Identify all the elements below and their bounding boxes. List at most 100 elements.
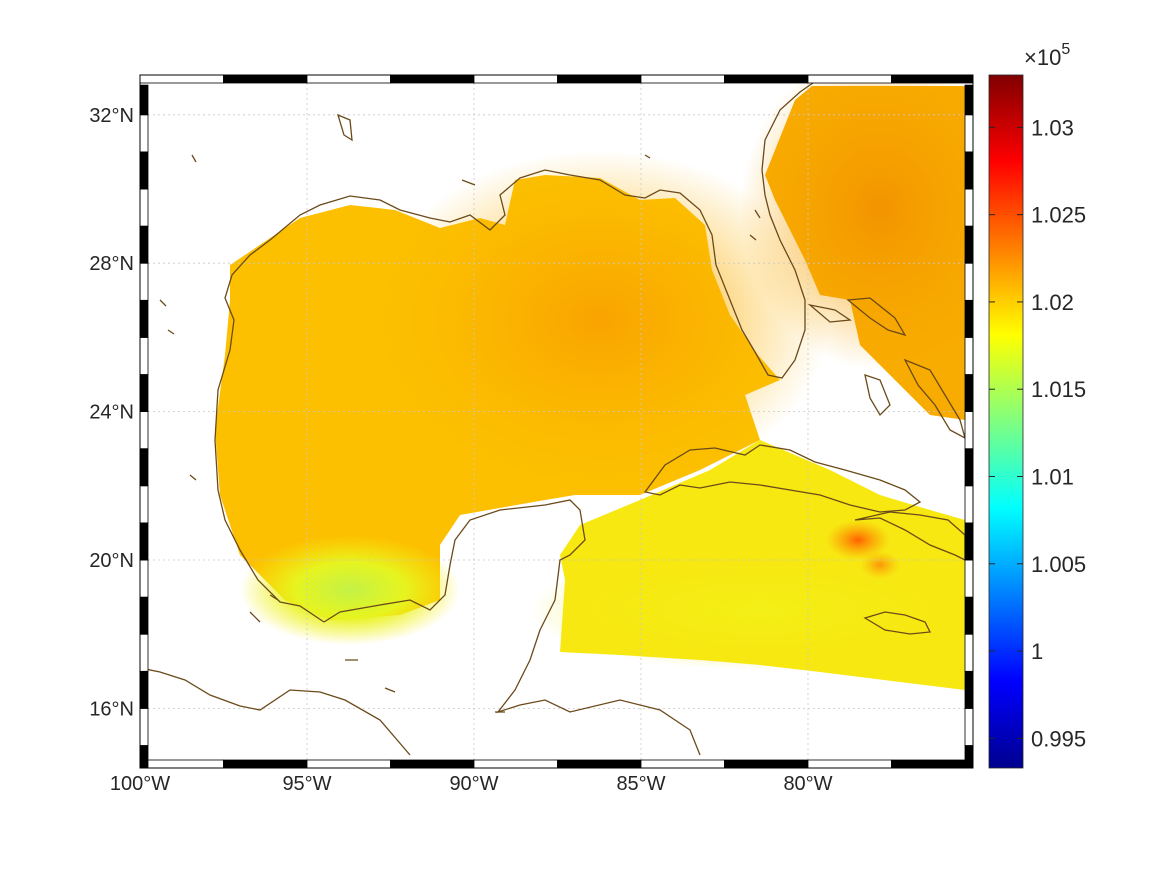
lon-label-2: 90°W: [449, 773, 498, 795]
coastline: [148, 83, 965, 756]
high-core-atlantic: [740, 83, 965, 370]
frame-segment-left: [139, 633, 149, 672]
frame-border: [139, 74, 974, 769]
frame-segment-left: [139, 374, 149, 412]
frame-segment-right: [964, 448, 974, 487]
frame-segment-bottom: [807, 759, 892, 769]
frame-segment-bottom: [724, 759, 809, 769]
latitude-labels: 16°N 20°N 24°N 28°N 32°N: [89, 105, 134, 721]
lon-label-0: 100°W: [110, 773, 170, 795]
cb-label-2: 1.005: [1031, 552, 1086, 577]
frame-segment-right: [964, 411, 974, 450]
caribbean-yellow: [530, 550, 965, 670]
cb-label-7: 1.03: [1031, 115, 1074, 140]
frame-segment-left: [139, 559, 149, 598]
frame-segment-top: [473, 74, 558, 84]
colorbar-exponent: ×105: [1024, 41, 1070, 70]
pressure-field: [215, 83, 965, 690]
cb-label-5: 1.02: [1031, 290, 1074, 315]
islands-west: [159, 113, 761, 713]
low-spot-campeche: [240, 535, 460, 645]
frame-segment-top: [223, 74, 308, 84]
longitude-labels: 100°W 95°W 90°W 85°W 80°W: [110, 773, 833, 795]
lat-label-0: 16°N: [89, 698, 134, 720]
frame-segment-left: [139, 448, 149, 487]
frame-segment-left: [139, 262, 149, 301]
map-frame: [139, 74, 974, 769]
frame-segment-right: [964, 151, 974, 190]
frame-segment-right: [964, 708, 974, 746]
frame-segment-bottom: [473, 759, 558, 769]
frame-segment-left: [139, 84, 149, 116]
frame-segment-left: [139, 188, 149, 227]
frame-segment-right: [964, 336, 974, 375]
frame-segment-bottom: [390, 759, 475, 769]
frame-segment-top: [306, 74, 391, 84]
hot-spot-hispaniola: [826, 520, 890, 560]
frame-segment-top: [390, 74, 475, 84]
lon-label-4: 80°W: [783, 773, 832, 795]
cb-label-4: 1.015: [1031, 377, 1086, 402]
us-gulf-coast: [148, 668, 411, 756]
frame-segment-right: [964, 745, 974, 769]
lon-label-3: 85°W: [616, 773, 665, 795]
colorbar-ticks: 0.995 1 1.005 1.01 1.015 1.02 1.025 1.03: [989, 115, 1086, 751]
colorbar-gradient: [988, 74, 1024, 769]
frame-segment-right: [964, 84, 974, 116]
frame-segment-right: [964, 374, 974, 412]
frame-segment-left: [139, 336, 149, 375]
frame-segment-bottom: [306, 759, 391, 769]
frame-segment-top: [557, 74, 642, 84]
frame-segment-left: [139, 114, 149, 153]
frame-segment-top: [139, 74, 224, 84]
frame-segment-right: [964, 188, 974, 227]
frame-segment-left: [139, 411, 149, 450]
frame-segment-top: [891, 74, 974, 84]
frame-segment-right: [964, 559, 974, 598]
lat-label-1: 20°N: [89, 550, 134, 572]
frame-segment-top: [807, 74, 892, 84]
frame-segment-right: [964, 670, 974, 709]
frame-segment-right: [964, 225, 974, 264]
frame-segment-left: [139, 596, 149, 635]
cuba-coast: [643, 444, 922, 513]
frame-segment-bottom: [557, 759, 642, 769]
frame-segment-right: [964, 299, 974, 338]
frame-segment-top: [640, 74, 725, 84]
mexico-gulf-coast: [214, 83, 814, 623]
frame-segment-right: [964, 262, 974, 301]
high-core-gulf: [370, 150, 830, 490]
frame-segment-right: [964, 485, 974, 524]
lat-label-3: 28°N: [89, 253, 134, 275]
frame-segment-right: [964, 596, 974, 635]
yucatan-coast: [323, 499, 701, 756]
map-grid: [139, 83, 965, 760]
cb-label-0: 0.995: [1031, 726, 1086, 751]
lat-label-2: 24°N: [89, 402, 134, 424]
frame-segment-left: [139, 670, 149, 709]
frame-segment-right: [964, 114, 974, 153]
cb-label-1: 1: [1031, 639, 1043, 664]
frame-segment-right: [964, 633, 974, 672]
frame-segment-left: [139, 485, 149, 524]
frame-segment-left: [139, 522, 149, 561]
jamaica-coast: [863, 611, 932, 635]
lon-label-1: 95°W: [282, 773, 331, 795]
frame-segment-left: [139, 745, 149, 769]
cb-label-3: 1.01: [1031, 464, 1074, 489]
frame-segment-top: [724, 74, 809, 84]
frame-segment-bottom: [223, 759, 308, 769]
frame-segment-right: [964, 522, 974, 561]
frame-segment-left: [139, 225, 149, 264]
cb-label-6: 1.025: [1031, 203, 1086, 228]
frame-segment-bottom: [891, 759, 974, 769]
hot-spot-2: [860, 551, 900, 579]
frame-segment-left: [139, 151, 149, 190]
colorbar: 0.995 1 1.005 1.01 1.015 1.02 1.025 1.03 ×105: [988, 41, 1086, 769]
frame-segment-left: [139, 299, 149, 338]
bahamas-coast: [807, 297, 965, 439]
hispaniola-coast: [854, 511, 965, 561]
frame-segment-bottom: [139, 759, 224, 769]
